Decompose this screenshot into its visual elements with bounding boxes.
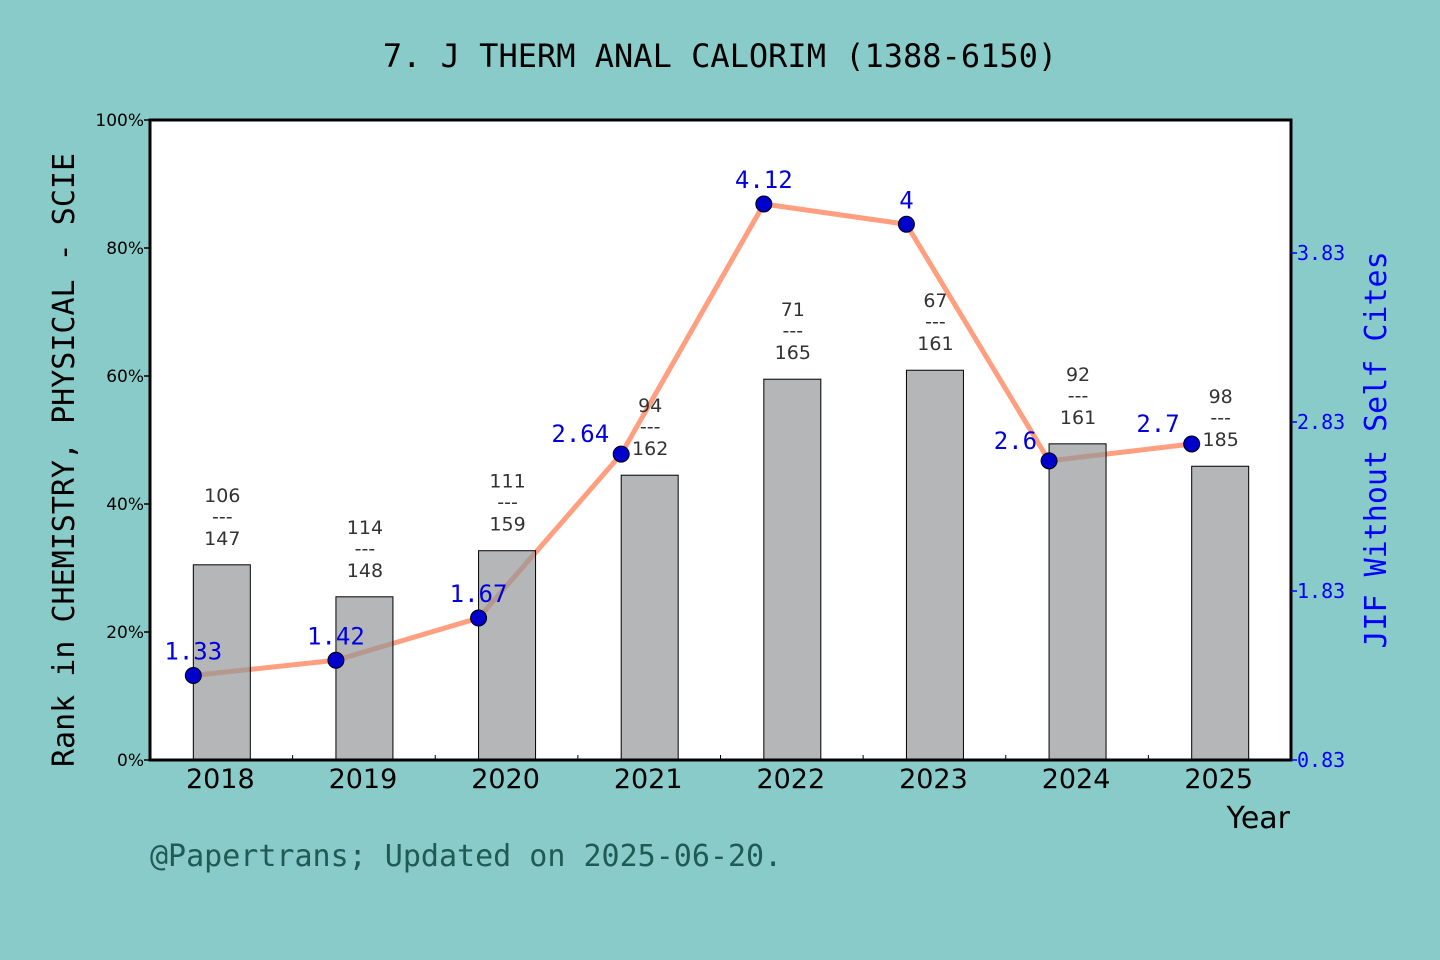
y-left-tick-label: 80% (106, 239, 144, 259)
x-tick-label: 2021 (614, 764, 683, 795)
jif-marker (755, 195, 773, 213)
jif-marker (184, 667, 202, 685)
bar-label-total: 147 (204, 528, 240, 550)
rank-bar (478, 550, 537, 761)
jif-markers: 1.33 1.42 1.67 2.64 4.12 4 2.6 2.7 (164, 166, 1201, 685)
bar-label-total: 185 (1203, 429, 1239, 451)
bar-label-divider: --- (783, 320, 804, 342)
jif-marker (897, 215, 915, 233)
rank-bar (1048, 443, 1107, 761)
y-left-tick-label: 20% (106, 623, 144, 643)
bar-label-total: 161 (1060, 407, 1096, 429)
chart-title: 7. J THERM ANAL CALORIM (1388-6150) (383, 37, 1057, 75)
y-right-tick-label: 3.83 (1297, 241, 1345, 265)
y-right-tick-label: 2.83 (1297, 410, 1345, 434)
bar-label-rank: 114 (347, 517, 383, 539)
jif-value-label: 2.64 (551, 420, 609, 448)
jif-value-label: 1.33 (164, 638, 222, 666)
axes: 0% 20% 40% 60% 80% 100% 0.83 1.83 2.83 3.83 2018 20… (95, 111, 1345, 795)
bar-label-divider: --- (925, 311, 946, 333)
bar-label-total: 148 (347, 560, 383, 582)
jif-marker (1183, 435, 1201, 453)
jif-marker (612, 445, 630, 463)
jif-value-label: 1.67 (450, 580, 508, 608)
rank-bar (1191, 465, 1250, 761)
y-left-tick-label: 40% (106, 495, 144, 515)
jif-value-label: 4 (899, 186, 913, 214)
jif-value-label: 2.7 (1136, 410, 1179, 438)
y-right-tick-label: 0.83 (1297, 748, 1345, 772)
rank-bar (763, 378, 822, 761)
bar-label-total: 162 (632, 438, 668, 460)
bar-label-rank: 98 (1209, 386, 1233, 408)
bar-label-total: 159 (489, 514, 525, 536)
x-tick-label: 2019 (329, 764, 398, 795)
y-right-tick-label: 1.83 (1297, 579, 1345, 603)
rank-bar (905, 369, 964, 761)
bar-label-divider: --- (497, 492, 518, 514)
jif-marker (1040, 452, 1058, 470)
bar-label-rank: 106 (204, 485, 240, 507)
bar-label-rank: 111 (489, 471, 525, 493)
x-tick-label: 2024 (1042, 764, 1111, 795)
bar-label-divider: --- (212, 506, 233, 528)
jif-value-label: 1.42 (307, 622, 365, 650)
y-axis-right-label: JIF Without Self Cites (1359, 251, 1394, 648)
jif-value-label: 2.6 (994, 427, 1037, 455)
rank-bar (335, 596, 394, 761)
rank-bar-series: 106---147 114---148111---15994---16271---… (192, 290, 1250, 761)
bar-label-divider: --- (1210, 407, 1231, 429)
y-left-tick-label: 100% (95, 111, 144, 131)
bar-label-rank: 92 (1066, 364, 1090, 386)
x-tick-label: 2025 (1184, 764, 1253, 795)
bar-label-rank: 71 (781, 299, 805, 321)
rank-bar (620, 474, 679, 761)
bar-label-total: 161 (917, 333, 953, 355)
jif-marker (470, 609, 488, 627)
bar-label-total: 165 (775, 342, 811, 364)
x-tick-label: 2018 (186, 764, 255, 795)
y-axis-left-label: Rank in CHEMISTRY, PHYSICAL - SCIE (47, 153, 82, 767)
x-tick-label: 2023 (899, 764, 968, 795)
bar-label-divider: --- (1068, 385, 1089, 407)
rank-bar (192, 564, 251, 761)
bar-label-rank: 94 (638, 395, 662, 417)
x-axis-label: Year (1225, 801, 1290, 836)
jif-value-label: 4.12 (735, 166, 793, 194)
y-left-tick-label: 0% (117, 751, 144, 771)
bar-label-rank: 67 (923, 290, 947, 312)
jif-marker (327, 651, 345, 669)
bar-label-divider: --- (355, 538, 376, 560)
x-tick-label: 2020 (471, 764, 540, 795)
y-left-tick-label: 60% (106, 367, 144, 387)
footer-credit: @Papertrans; Updated on 2025-06-20. (150, 839, 782, 874)
x-tick-label: 2022 (756, 764, 825, 795)
bar-label-divider: --- (640, 416, 661, 438)
